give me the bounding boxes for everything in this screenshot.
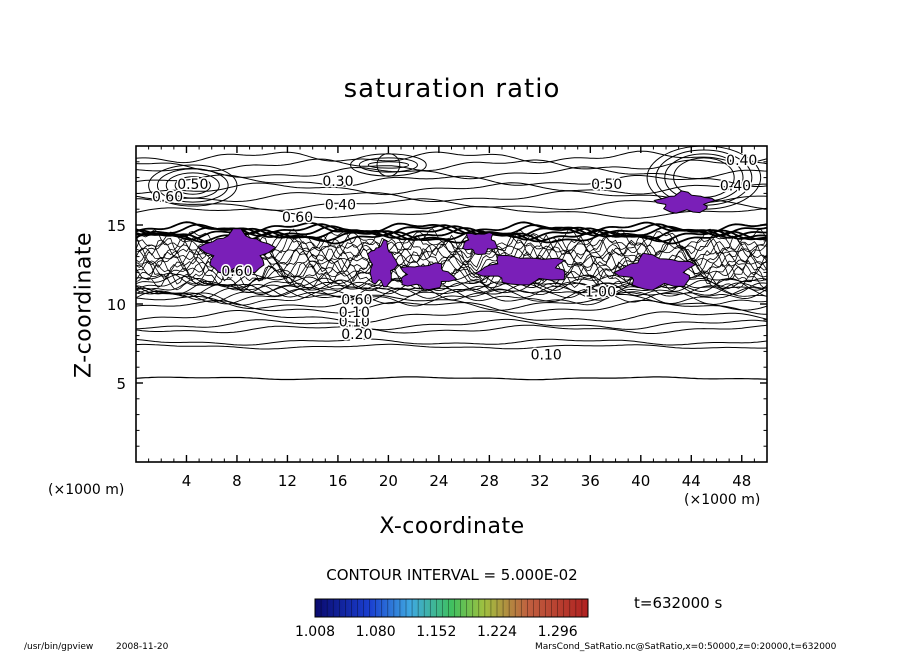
contour-line-upper bbox=[136, 158, 767, 172]
plot-date: 2008-11-20 bbox=[116, 642, 169, 652]
contour-eddy bbox=[174, 176, 211, 195]
x-tick-label: 36 bbox=[581, 472, 600, 490]
y-tick-label: 15 bbox=[107, 217, 126, 235]
contour-eddy bbox=[165, 172, 220, 199]
supersaturated-region bbox=[653, 190, 717, 214]
x-tick-label: 16 bbox=[328, 472, 347, 490]
contour-interval-text: CONTOUR INTERVAL = 5.000E-02 bbox=[326, 566, 578, 584]
contour-label: 0.60 bbox=[341, 292, 372, 308]
colorbar-bands: 1.008 1.080 1.152 1.224 1.296 bbox=[295, 599, 583, 640]
contour-line-upper bbox=[136, 150, 767, 164]
contour-line-upper bbox=[136, 174, 767, 187]
contour-line-upper bbox=[136, 206, 767, 219]
contour-line-dense bbox=[136, 287, 767, 305]
supersaturated-region bbox=[461, 231, 499, 256]
contour-eddy bbox=[350, 153, 427, 177]
contour-line-minor bbox=[136, 310, 767, 324]
contour-label: 0.60 bbox=[152, 190, 183, 206]
contour-label: 0.60 bbox=[282, 210, 313, 226]
x-tick-label: 44 bbox=[682, 472, 701, 490]
y-tick-label: 10 bbox=[107, 296, 126, 314]
contour-label: 0.50 bbox=[591, 177, 622, 193]
contour-label: 0.40 bbox=[726, 153, 757, 169]
contour-line-minor bbox=[136, 376, 767, 381]
supersaturated-region bbox=[399, 262, 458, 291]
contour-label: 0.60 bbox=[221, 264, 252, 280]
x-tick-label: 32 bbox=[530, 472, 549, 490]
contour-label: 0.50 bbox=[177, 177, 208, 193]
contour-line-minor bbox=[136, 318, 767, 331]
x-axis-unit-left: (×1000 m) bbox=[48, 482, 125, 498]
contour-eddy bbox=[358, 157, 418, 173]
contour-line-dense bbox=[136, 273, 767, 292]
contour-line-minor bbox=[136, 343, 767, 350]
contour-label: 0.10 bbox=[531, 348, 562, 364]
contour-label: 0.40 bbox=[720, 179, 751, 195]
x-tick-label: 24 bbox=[429, 472, 448, 490]
x-tick-label: 28 bbox=[480, 472, 499, 490]
program-path: /usr/bin/gpview bbox=[24, 642, 94, 652]
contour-eddy bbox=[367, 161, 410, 169]
contour-label: 0.10 bbox=[339, 305, 370, 321]
x-axis-unit-right: (×1000 m) bbox=[684, 492, 761, 508]
x-tick-label: 40 bbox=[631, 472, 650, 490]
contour-line-upper bbox=[136, 166, 767, 180]
contour-label: 0.30 bbox=[322, 174, 353, 190]
x-tick-label: 8 bbox=[232, 472, 242, 490]
supersaturated-region bbox=[197, 228, 277, 274]
supersaturated-region bbox=[612, 252, 697, 291]
contour-label: 0.20 bbox=[341, 327, 372, 343]
contour-label: 0.10 bbox=[339, 314, 370, 330]
time-label: t=632000 s bbox=[634, 594, 723, 612]
supersaturated-region bbox=[474, 254, 566, 286]
contour-line-upper bbox=[136, 182, 767, 196]
x-tick-label: 20 bbox=[379, 472, 398, 490]
contour-line-dense bbox=[136, 279, 767, 297]
x-axis-label: X-coordinate bbox=[379, 514, 525, 539]
colorbar-tick-label: 1.296 bbox=[538, 624, 578, 640]
x-tick-label: 48 bbox=[732, 472, 751, 490]
colorbar-tick-label: 1.224 bbox=[477, 624, 517, 640]
contour-label: 0.40 bbox=[325, 197, 356, 213]
chart-title: saturation ratio bbox=[343, 74, 561, 104]
contour-eddy bbox=[156, 168, 229, 203]
contour-label: 1.00 bbox=[585, 284, 616, 300]
contour-eddy bbox=[376, 153, 401, 177]
data-source-label: MarsCond_SatRatio.nc@SatRatio,x=0:50000,… bbox=[535, 642, 837, 652]
y-tick-label: 5 bbox=[116, 375, 126, 393]
x-tick-label: 4 bbox=[182, 472, 192, 490]
x-tick-label: 12 bbox=[278, 472, 297, 490]
contour-eddy bbox=[148, 164, 238, 207]
colorbar: 1.008 1.080 1.152 1.224 1.296 bbox=[295, 598, 589, 640]
contour-line-upper bbox=[136, 190, 767, 204]
plot-area: 0.100.200.100.100.600.601.000.600.400.30… bbox=[136, 146, 767, 381]
contour-line-minor bbox=[136, 324, 767, 334]
colorbar-fill bbox=[314, 598, 589, 618]
colorbar-tick-label: 1.152 bbox=[416, 624, 456, 640]
contour-line-minor bbox=[136, 338, 767, 346]
colorbar-tick-label: 1.080 bbox=[356, 624, 396, 640]
y-axis-label: Z-coordinate bbox=[71, 232, 97, 378]
colorbar-tick-label: 1.008 bbox=[295, 624, 335, 640]
supersaturated-region bbox=[367, 239, 399, 288]
